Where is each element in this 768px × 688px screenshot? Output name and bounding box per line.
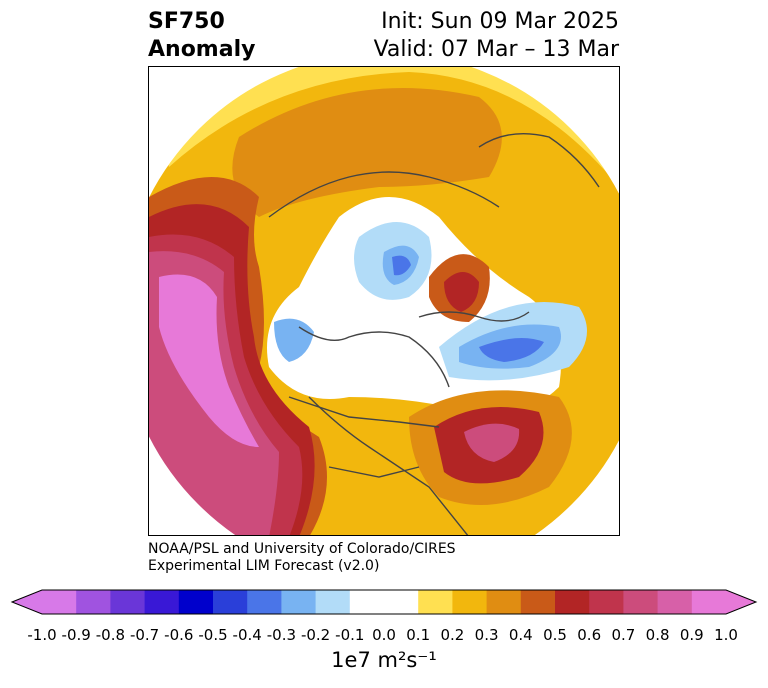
colorbar-tick-label: 0.5 xyxy=(543,626,567,644)
map-panel xyxy=(148,66,620,536)
colorbar xyxy=(10,589,758,615)
coastlines xyxy=(268,132,600,535)
colorbar-cell xyxy=(691,590,727,614)
anomaly-low-arctic-core xyxy=(392,255,411,276)
anomaly-high-europe-core xyxy=(444,272,479,312)
colorbar-cell xyxy=(555,590,590,614)
colorbar-tick-label: -0.5 xyxy=(198,626,228,644)
colorbar-tick-label: 0.7 xyxy=(611,626,636,644)
colorbar-tick-label: 0.0 xyxy=(372,626,396,644)
colorbar-cell xyxy=(213,590,248,614)
colorbar-tick-label: 0.2 xyxy=(440,626,465,644)
anomaly-high-atlantic-core xyxy=(464,423,520,462)
title-type: Anomaly xyxy=(148,37,256,62)
colorbar-cell xyxy=(76,590,111,614)
colorbar-cell xyxy=(452,590,488,614)
colorbar-cell xyxy=(315,590,351,614)
colorbar-outline xyxy=(10,589,758,615)
colorbar-tick-label: -0.4 xyxy=(232,626,262,644)
title-variable: SF750 xyxy=(148,9,225,34)
colorbar-cell xyxy=(623,590,659,614)
credit-line-1: NOAA/PSL and University of Colorado/CIRE… xyxy=(148,541,456,557)
colorbar-cell xyxy=(281,590,317,614)
colorbar-tick-label: 0.9 xyxy=(679,626,704,644)
colorbar-tick-label: -0.8 xyxy=(95,626,126,644)
colorbar-over-arrow xyxy=(726,590,756,614)
colorbar-cell xyxy=(247,590,282,614)
colorbar-cell xyxy=(520,590,556,614)
colorbar-cells xyxy=(42,590,727,614)
colorbar-tick-label: -0.1 xyxy=(335,626,365,644)
colorbar-cell xyxy=(384,590,419,614)
colorbar-cell xyxy=(486,590,522,614)
colorbar-cell xyxy=(589,590,624,614)
colorbar-tick-label: -0.9 xyxy=(61,626,91,644)
colorbar-tick-label: 0.8 xyxy=(645,626,670,644)
colorbar-tick-label: 0.1 xyxy=(406,626,431,644)
colorbar-tick-label: -0.2 xyxy=(300,626,331,644)
colorbar-under-arrow xyxy=(12,590,42,614)
colorbar-cell xyxy=(42,590,77,614)
anomaly-rim-north xyxy=(149,67,619,187)
colorbar-tick-label: 0.6 xyxy=(577,626,602,644)
colorbar-tick-label: -0.3 xyxy=(266,626,297,644)
title-valid: Valid: 07 Mar – 13 Mar xyxy=(373,37,619,62)
colorbar-tick-label: -1.0 xyxy=(27,626,57,644)
colorbar-tick-label: 0.4 xyxy=(508,626,533,644)
title-init: Init: Sun 09 Mar 2025 xyxy=(381,9,619,34)
colorbar-tick-label: 0.3 xyxy=(474,626,499,644)
anomaly-low-siberia-core xyxy=(479,338,544,362)
colorbar-cell xyxy=(349,590,385,614)
colorbar-tick-label: -0.7 xyxy=(129,626,160,644)
colorbar-tick-label: 1.0 xyxy=(714,626,738,644)
anomaly-orange-arctic xyxy=(232,88,502,217)
colorbar-cell xyxy=(657,590,693,614)
colorbar-units: 1e7 m²s⁻¹ xyxy=(331,648,437,672)
colorbar-cell xyxy=(110,590,146,614)
map-title-right: Init: Sun 09 Mar 2025 Valid: 07 Mar – 13… xyxy=(374,8,619,64)
colorbar-tick-label: -0.6 xyxy=(164,626,194,644)
colorbar-cell xyxy=(178,590,214,614)
anomaly-high-pacific-core xyxy=(159,274,259,447)
map-title-left: SF750 Anomaly xyxy=(148,8,255,64)
colorbar-cell xyxy=(418,590,453,614)
credit-text: NOAA/PSL and University of Colorado/CIRE… xyxy=(148,541,456,575)
credit-line-2: Experimental LIM Forecast (v2.0) xyxy=(148,558,380,574)
colorbar-cell xyxy=(144,590,180,614)
polar-map xyxy=(149,67,619,535)
